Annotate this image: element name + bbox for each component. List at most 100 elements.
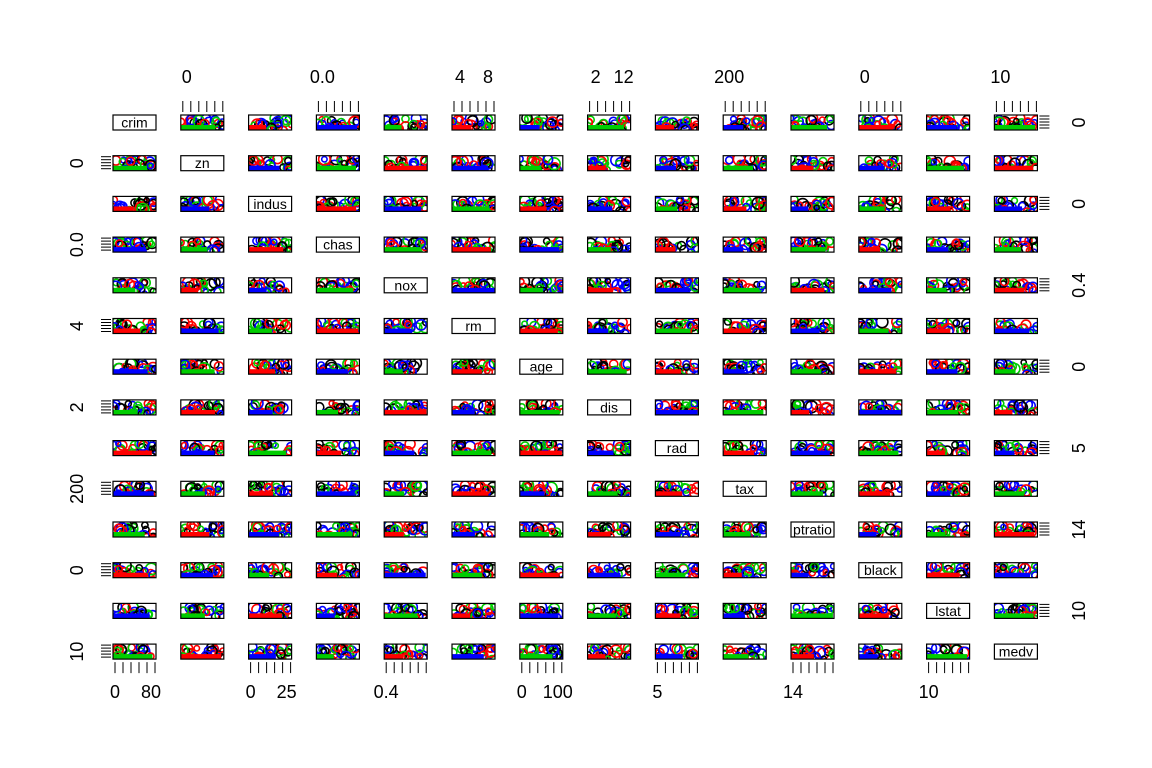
- scatter-panel-age-vs-rad: [651, 357, 702, 378]
- overplot-band: [181, 125, 215, 130]
- variable-name-rad: rad: [667, 440, 687, 456]
- data-point: [329, 401, 334, 406]
- scatter-panel-age-vs-medv: [992, 359, 1041, 379]
- scatter-panel-black-vs-chas: [312, 560, 364, 583]
- scatter-panel-nox-vs-indus: [243, 277, 291, 299]
- data-point: [606, 444, 613, 451]
- scatter-panel-tax-vs-black: [857, 480, 902, 501]
- scatter-panel-lstat-vs-dis: [583, 601, 635, 625]
- overplot-band: [181, 532, 209, 537]
- points-group: [108, 400, 157, 422]
- overplot-band: [994, 125, 1035, 130]
- scatter-panel-black-vs-nox: [380, 563, 429, 584]
- scatter-panel-chas-vs-lstat: [924, 235, 972, 257]
- points-group: [110, 438, 161, 462]
- variable-name-nox: nox: [394, 277, 417, 293]
- overplot-band: [859, 451, 899, 456]
- overplot-band: [452, 613, 470, 618]
- scatter-panel-ptratio-vs-chas: [312, 522, 361, 543]
- overplot-band: [588, 166, 606, 171]
- points-group: [992, 359, 1041, 379]
- data-point: [758, 400, 766, 408]
- overplot-band: [384, 329, 412, 334]
- overplot-band: [927, 573, 960, 578]
- points-group: [379, 480, 429, 501]
- scatter-panel-chas-vs-black: [853, 236, 907, 258]
- overplot-band: [859, 491, 891, 496]
- points-group: [449, 154, 496, 176]
- overplot-band: [113, 410, 138, 415]
- variable-label-panel-ptratio: ptratio: [791, 522, 834, 538]
- scatter-panel-lstat-vs-crim: [111, 601, 158, 624]
- points-group: [178, 561, 225, 583]
- overplot-band: [588, 369, 627, 374]
- scatter-panel-age-vs-rm: [452, 358, 500, 380]
- overplot-band: [655, 206, 677, 211]
- data-point: [353, 366, 365, 378]
- overplot-band: [588, 206, 613, 211]
- points-group: [720, 562, 768, 583]
- overplot-band: [859, 247, 880, 252]
- data-point: [831, 564, 836, 569]
- overplot-band: [249, 410, 273, 415]
- points-group: [448, 563, 498, 584]
- points-group: [584, 196, 633, 218]
- overplot-band: [452, 451, 491, 456]
- points-group: [450, 481, 498, 501]
- overplot-band: [113, 532, 145, 537]
- scatter-panel-lstat-vs-indus: [247, 602, 296, 624]
- overplot-band: [927, 369, 958, 374]
- overplot-band: [520, 288, 543, 293]
- scatter-panel-ptratio-vs-rad: [650, 520, 701, 542]
- scatter-panel-chas-vs-crim: [110, 236, 158, 257]
- overplot-band: [520, 206, 547, 211]
- scatter-panel-chas-vs-zn: [178, 237, 227, 257]
- variable-name-rm: rm: [465, 318, 481, 334]
- overplot-band: [655, 329, 690, 334]
- scatter-panel-black-vs-age: [518, 562, 565, 584]
- scatter-panel-rm-vs-medv: [994, 318, 1042, 339]
- scatter-panel-nox-vs-lstat: [922, 275, 974, 297]
- overplot-band: [520, 410, 560, 415]
- points-group: [244, 478, 296, 502]
- overplot-band: [249, 125, 266, 130]
- overplot-band: [994, 166, 1033, 171]
- points-group: [719, 235, 768, 256]
- scatter-panel-rad-vs-black: [856, 440, 906, 460]
- points-group: [855, 358, 904, 381]
- scatter-panel-indus-vs-nox: [381, 194, 432, 217]
- overplot-band: [655, 532, 680, 537]
- overplot-band: [316, 166, 356, 171]
- overplot-band: [249, 166, 280, 171]
- scatter-panel-zn-vs-dis: [583, 153, 635, 177]
- points-group: [517, 113, 566, 136]
- overplot-band: [859, 166, 885, 171]
- overplot-band: [316, 491, 354, 496]
- scatter-panel-rm-vs-zn: [178, 317, 226, 338]
- overplot-band: [927, 329, 951, 334]
- scatter-panel-dis-vs-nox: [379, 398, 432, 419]
- overplot-band: [723, 532, 750, 537]
- points-group: [516, 155, 561, 177]
- scatter-panel-age-vs-nox: [381, 357, 428, 381]
- scatter-panel-crim-vs-rm: [449, 113, 496, 136]
- points-group: [381, 357, 422, 381]
- scatter-panel-lstat-vs-zn: [179, 602, 228, 624]
- scatter-panel-dis-vs-rad: [652, 399, 704, 421]
- overplot-band: [655, 166, 676, 171]
- points-group: [585, 235, 636, 257]
- overplot-band: [927, 451, 945, 456]
- variable-name-dis: dis: [600, 399, 618, 415]
- points-group: [651, 357, 702, 378]
- points-group: [519, 317, 568, 339]
- points-group: [991, 235, 1043, 257]
- overplot-band: [520, 573, 559, 578]
- points-group: [314, 398, 363, 422]
- overplot-band: [588, 613, 617, 618]
- points-group: [990, 438, 1042, 461]
- overplot-band: [113, 613, 150, 618]
- points-group: [244, 561, 295, 583]
- scatter-panel-ptratio-vs-age: [515, 522, 565, 543]
- scatter-panel-zn-vs-age: [516, 155, 562, 177]
